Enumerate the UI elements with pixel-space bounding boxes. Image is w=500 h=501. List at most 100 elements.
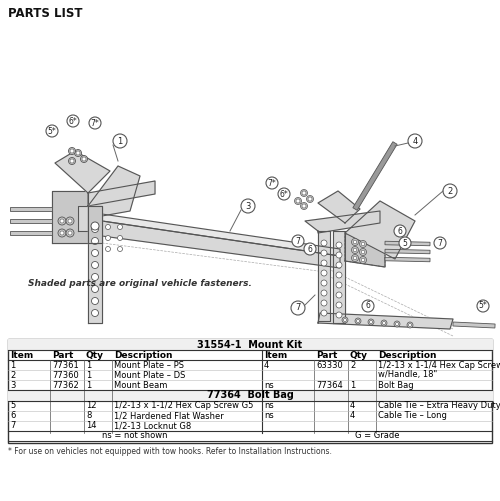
Circle shape: [382, 322, 386, 325]
Polygon shape: [88, 206, 102, 243]
Circle shape: [353, 248, 357, 252]
Text: 1/2-13 Locknut G8: 1/2-13 Locknut G8: [114, 421, 191, 430]
Polygon shape: [345, 234, 385, 267]
Polygon shape: [102, 214, 340, 256]
Circle shape: [241, 199, 255, 213]
Text: 1/2-13 x 1-1/2 Hex Cap Screw G5: 1/2-13 x 1-1/2 Hex Cap Screw G5: [114, 401, 254, 410]
Circle shape: [352, 246, 358, 254]
Text: 14: 14: [86, 421, 97, 430]
Circle shape: [336, 292, 342, 298]
Circle shape: [60, 231, 64, 235]
Circle shape: [80, 155, 87, 162]
Text: G = Grade: G = Grade: [355, 431, 399, 440]
Circle shape: [336, 262, 342, 268]
Circle shape: [352, 255, 358, 262]
Text: 6: 6: [366, 302, 370, 311]
Text: 2: 2: [10, 371, 15, 379]
Circle shape: [118, 246, 122, 252]
Circle shape: [300, 189, 308, 196]
Text: * For use on vehicles not equipped with tow hooks. Refer to Installation Instruc: * For use on vehicles not equipped with …: [8, 447, 332, 456]
Circle shape: [352, 238, 358, 245]
Circle shape: [361, 258, 365, 262]
Circle shape: [360, 248, 366, 256]
Circle shape: [106, 246, 110, 252]
Circle shape: [304, 243, 316, 255]
Circle shape: [394, 225, 406, 237]
Polygon shape: [10, 231, 52, 235]
Circle shape: [434, 237, 446, 249]
Circle shape: [344, 319, 346, 322]
Text: Part: Part: [52, 351, 74, 360]
Circle shape: [70, 149, 74, 153]
Text: 1: 1: [86, 371, 91, 379]
Circle shape: [368, 319, 374, 325]
Circle shape: [362, 300, 374, 312]
Text: 6: 6: [398, 226, 402, 235]
Text: Item: Item: [264, 351, 287, 360]
Circle shape: [92, 286, 98, 293]
Text: 4: 4: [350, 411, 355, 420]
Text: 5: 5: [402, 238, 407, 247]
Circle shape: [68, 231, 72, 235]
Circle shape: [82, 157, 86, 161]
Polygon shape: [305, 211, 380, 233]
Circle shape: [266, 177, 278, 189]
Polygon shape: [10, 219, 52, 223]
Text: 4: 4: [264, 361, 269, 370]
Polygon shape: [8, 390, 492, 401]
Text: 6: 6: [10, 411, 16, 420]
Circle shape: [92, 225, 98, 232]
Text: Description: Description: [378, 351, 436, 360]
Circle shape: [336, 242, 342, 248]
Circle shape: [407, 322, 413, 328]
Text: 1: 1: [350, 380, 355, 389]
Text: 7: 7: [296, 236, 300, 245]
Circle shape: [321, 260, 327, 266]
Text: 1/2-13 x 1-1/4 Hex Cap Screw G8: 1/2-13 x 1-1/4 Hex Cap Screw G8: [378, 361, 500, 370]
Circle shape: [66, 229, 74, 237]
Circle shape: [92, 298, 98, 305]
Polygon shape: [385, 257, 430, 262]
Text: 63330: 63330: [316, 361, 343, 370]
Text: 5*: 5*: [48, 126, 56, 135]
Text: 31554-1  Mount Kit: 31554-1 Mount Kit: [198, 340, 302, 350]
Circle shape: [300, 202, 308, 209]
Circle shape: [356, 320, 360, 323]
Circle shape: [336, 282, 342, 288]
Polygon shape: [385, 241, 430, 246]
Text: 3: 3: [246, 201, 250, 210]
Circle shape: [321, 290, 327, 296]
Text: Mount Plate – PS: Mount Plate – PS: [114, 361, 184, 370]
Polygon shape: [55, 151, 110, 193]
Circle shape: [321, 240, 327, 246]
Text: Part: Part: [316, 351, 338, 360]
Circle shape: [399, 237, 411, 249]
Text: 7*: 7*: [268, 178, 276, 187]
Text: 1/2 Hardened Flat Washer: 1/2 Hardened Flat Washer: [114, 411, 224, 420]
Circle shape: [353, 256, 357, 260]
Circle shape: [360, 240, 366, 247]
Text: Cable Tie – Long: Cable Tie – Long: [378, 411, 447, 420]
Polygon shape: [453, 322, 495, 328]
Circle shape: [296, 199, 300, 203]
Circle shape: [336, 272, 342, 278]
Text: 1: 1: [86, 380, 91, 389]
Circle shape: [74, 149, 82, 156]
Circle shape: [321, 270, 327, 276]
Text: Mount Plate – DS: Mount Plate – DS: [114, 371, 186, 379]
Text: Cable Tie – Extra Heavy Duty: Cable Tie – Extra Heavy Duty: [378, 401, 500, 410]
Text: Bolt Bag: Bolt Bag: [378, 380, 414, 389]
Circle shape: [118, 235, 122, 240]
Circle shape: [92, 310, 98, 317]
Text: Shaded parts are original vehicle fasteners.: Shaded parts are original vehicle fasten…: [28, 279, 252, 288]
Polygon shape: [8, 339, 492, 350]
Text: 8: 8: [86, 411, 92, 420]
Circle shape: [68, 219, 72, 223]
Circle shape: [394, 321, 400, 327]
Text: 6: 6: [308, 244, 312, 254]
Text: Qty: Qty: [350, 351, 368, 360]
Circle shape: [360, 257, 366, 264]
Polygon shape: [333, 231, 345, 323]
Polygon shape: [10, 207, 52, 211]
Circle shape: [92, 262, 98, 269]
